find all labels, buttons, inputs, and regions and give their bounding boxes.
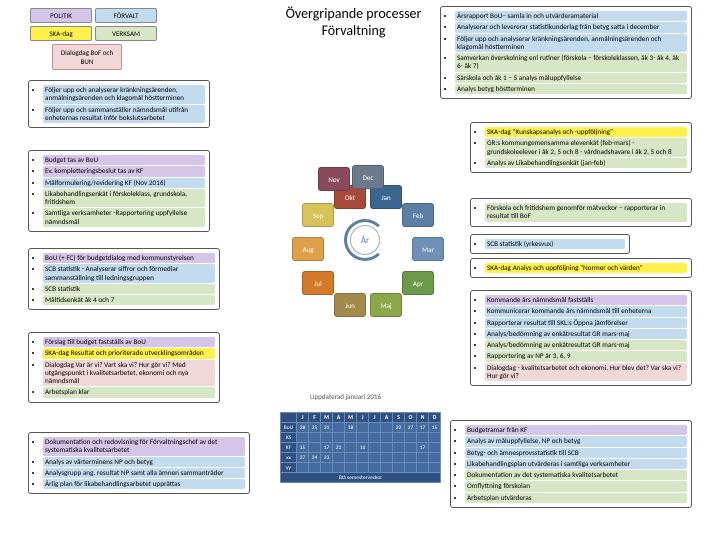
col-header: N <box>417 413 429 423</box>
info-item: Dialogdag Var är vi? Vart ska vi? Hur gö… <box>43 360 215 387</box>
info-item: GR:s kommungemensamma elevenkät (feb-mar… <box>485 138 687 157</box>
info-item: BoU (+ FC) för budgetdialog med kommunst… <box>43 253 215 263</box>
info-item: Dokumentation av det systematiska kvalit… <box>465 470 687 480</box>
legend-politik: POLITIK <box>30 8 92 23</box>
info-box-right_mid: Kommande års nämndsmål fastställsKommuni… <box>470 290 692 386</box>
legend-skadag: SKA-dag <box>30 26 92 41</box>
legend-verksam: VERKSAM <box>95 26 157 41</box>
col-header: M <box>345 413 357 423</box>
info-box-left_mid: Budget tas av BoUEv. kompletteringsbeslu… <box>28 150 210 232</box>
info-item: Dialogdag - kvalitetsarbetet och ekonomi… <box>485 363 687 382</box>
info-item: Budget tas av BoU <box>43 155 205 165</box>
month-apr: Apr <box>402 271 434 295</box>
info-item: SCB statistik <box>43 284 215 294</box>
info-item: Likabehandlingsplan utvärderas i samtlig… <box>465 459 687 469</box>
info-item: Budgetramar från KF <box>465 425 687 435</box>
info-item: Betyg- och ämnesprovsstatistik till SCB <box>465 448 687 458</box>
month-maj: Maj <box>370 293 402 317</box>
dialog-label: Dialogdag BoF och BUN <box>52 44 122 70</box>
calendar-table: JFMAMJJASOND BoU2825311822271715KSKF1517… <box>280 412 441 483</box>
info-box-left_budget: BoU (+ FC) för budgetdialog med kommunst… <box>28 248 220 310</box>
col-header: O <box>405 413 417 423</box>
month-jun: Jun <box>334 293 366 317</box>
info-item: Analys betyg höstterminen <box>455 84 687 94</box>
info-box-left_top: Följer upp och analyserar kränkningsären… <box>28 80 210 128</box>
info-box-left_plan: Förslag till budget fastställs av BoUSKA… <box>28 332 220 403</box>
info-item: Förslag till budget fastställs av BoU <box>43 337 215 347</box>
table-row: xx272423 <box>281 453 441 463</box>
info-item: Omflyttning förskolan <box>465 481 687 491</box>
month-sep: Sep <box>302 203 334 227</box>
info-item: Följer upp och analyserar kränkningsären… <box>43 85 205 104</box>
legend-forvalt: FÖRVALT <box>95 8 157 23</box>
title-line1: Övergripande processer <box>286 6 422 23</box>
info-item: Ev. kompletteringsbeslut tas av KF <box>43 166 205 176</box>
info-item: Analys/bedömning av enkätresultat GR mar… <box>485 329 687 339</box>
year-wheel: År JanFebMarAprMajJunJulAugSepOktNovDec <box>290 165 440 315</box>
info-item: Kommande års nämndsmål fastställs <box>485 295 687 305</box>
info-item: Följer upp och sammanställer nämndsmål u… <box>43 105 205 124</box>
col-header: S <box>393 413 405 423</box>
month-nov: Nov <box>318 167 350 191</box>
info-item: Årsrapport BoU– samla in och utvärderama… <box>455 11 687 21</box>
legend: POLITIK FÖRVALT SKA-dag VERKSAM <box>30 8 157 41</box>
title-line2: Förvaltning <box>286 23 422 40</box>
col-header: J <box>357 413 369 423</box>
info-item: SCB statistik - Analyserar siffror och f… <box>43 264 215 283</box>
page-title: Övergripande processer Förvaltning <box>286 6 422 40</box>
info-box-right_ska2: SKA-dag Analys och uppföljning "Normer o… <box>470 258 692 278</box>
info-item: Måltidsenkät åk 4 och 7 <box>43 295 215 305</box>
col-header: D <box>429 413 441 423</box>
info-box-right_ska: SKA-dag "Kunskapsanalys och -uppföljning… <box>470 122 692 173</box>
footer-updated: Uppdaterad januari 2016 <box>310 392 381 401</box>
info-item: Analys av måluppfyllelse, NP och betyg <box>465 436 687 446</box>
info-item: Rapportering av NP år 3, 6, 9 <box>485 351 687 361</box>
table-row: KS <box>281 433 441 443</box>
col-header: A <box>381 413 393 423</box>
month-mar: Mar <box>412 237 444 261</box>
info-item: SKA-dag "Kunskapsanalys och -uppföljning… <box>485 127 687 137</box>
month-jul: Jul <box>302 271 334 295</box>
info-box-top_right: Årsrapport BoU– samla in och utvärderama… <box>440 6 692 99</box>
table-row: BoU2825311822271715 <box>281 423 441 433</box>
info-item: SCB statistik (yrkesvux) <box>485 239 625 249</box>
info-item: Årlig plan för likabehandlingsarbetet up… <box>43 479 245 489</box>
info-box-right_scb: SCB statistik (yrkesvux) <box>470 234 630 254</box>
info-item: SKA-dag Analys och uppföljning "Normer o… <box>485 263 687 273</box>
info-item: Arbetsplan utvärderas <box>465 493 687 503</box>
info-item: Dokumentation och redovisning för Förval… <box>43 437 245 456</box>
month-aug: Aug <box>292 237 324 261</box>
info-item: Särskola och åk 1 – 5 analys måluppfylle… <box>455 73 687 83</box>
info-item: Kommunicerar kommande års nämndsmål till… <box>485 306 687 316</box>
info-item: Analysgrupp ang. resultat NP samt alla ä… <box>43 468 245 478</box>
col-header: J <box>369 413 381 423</box>
table-footer: Blå semesterveckor <box>281 473 441 483</box>
col-header: A <box>333 413 345 423</box>
info-item: Följer upp och analyserar kränkningsären… <box>455 34 687 53</box>
col-header: F <box>309 413 321 423</box>
col-header: J <box>297 413 309 423</box>
info-box-right_forskola: Förskola och fritidshem genomför mätveck… <box>470 198 692 227</box>
table-row: KF1517211617 <box>281 443 441 453</box>
info-box-right_bottom: Budgetramar från KFAnalys av måluppfylle… <box>450 420 692 508</box>
info-item: SKA-dag Resultat och prioriterade utveck… <box>43 348 215 358</box>
info-item: Rapporterar resultat till SKL:s Öppna jä… <box>485 318 687 328</box>
info-item: Analys av Likabehandlingsenkät (jan-feb) <box>485 158 687 168</box>
info-item: Analyserar och levererar statistikunderl… <box>455 22 687 32</box>
info-item: Samverkan överskolning enl rutiner (förs… <box>455 53 687 72</box>
col-header: M <box>321 413 333 423</box>
info-box-left_bottom: Dokumentation och redovisning för Förval… <box>28 432 250 494</box>
info-item: Analys/bedömning av enkätresultat GR mar… <box>485 340 687 350</box>
month-dec: Dec <box>352 165 384 189</box>
info-item: Förskola och fritidshem genomför mätveck… <box>485 203 687 222</box>
wheel-center: År <box>350 225 380 255</box>
info-item: Målformulering/revidering KF (Nov 2016) <box>43 178 205 188</box>
info-item: Analys av vårterminens NP och betyg <box>43 457 245 467</box>
month-feb: Feb <box>402 203 434 227</box>
info-item: Arbetsplan klar <box>43 387 215 397</box>
table-row: yy <box>281 463 441 473</box>
info-item: Samtliga verksamheter -Rapportering uppf… <box>43 208 205 227</box>
info-item: Likabehandlingsenkät i förskoleklass, gr… <box>43 189 205 208</box>
